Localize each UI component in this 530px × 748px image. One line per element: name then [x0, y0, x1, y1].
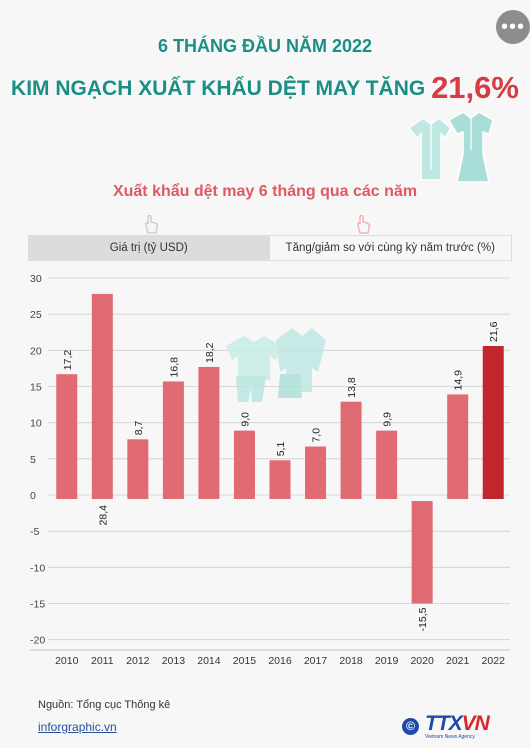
y-tick-label: -15: [30, 599, 45, 611]
x-tick-label: 2022: [482, 655, 506, 667]
bar: [482, 345, 504, 499]
header-title-text: KIM NGẠCH XUẤT KHẨU DỆT MAY TĂNG: [11, 77, 426, 100]
y-tick-label: 30: [30, 273, 42, 285]
tab-growth[interactable]: Tăng/giảm so với cùng kỳ năm trước (%): [269, 235, 512, 261]
data-label: 14,9: [453, 370, 465, 391]
x-tick-label: 2015: [233, 655, 257, 667]
bar: [198, 366, 220, 499]
pointer-hand-icon: [357, 214, 371, 234]
y-tick-label: -5: [30, 526, 39, 538]
y-tick-label: -20: [30, 635, 45, 647]
x-tick-label: 2017: [304, 655, 328, 667]
x-tick-label: 2012: [126, 655, 150, 667]
data-label: 9,0: [239, 412, 251, 427]
y-tick-label: 0: [30, 490, 36, 502]
ttxvn-logo: © TTXVN Vietnam News Agency: [402, 711, 516, 741]
bar: [56, 374, 78, 499]
bar: [269, 460, 291, 499]
bar: [127, 439, 149, 499]
bar: [162, 381, 184, 499]
chart-title: Xuất khẩu dệt may 6 tháng qua các năm: [112, 183, 418, 200]
y-tick-label: 15: [30, 382, 42, 394]
source-note: Nguồn: Tổng cục Thống kê: [38, 699, 171, 711]
header-subtitle: 6 THÁNG ĐẦU NĂM 2022: [157, 36, 373, 56]
y-tick-label: 10: [30, 418, 42, 430]
data-label: 21,6: [488, 321, 500, 342]
x-tick-label: 2013: [162, 655, 186, 667]
x-tick-label: 2019: [375, 655, 399, 667]
bar: [340, 401, 362, 499]
x-tick-label: 2021: [446, 655, 470, 667]
bar-chart: 302520151050-5-10-15-2017,2201028,420118…: [30, 273, 510, 667]
y-tick-label: 25: [30, 309, 42, 321]
data-label: 13,8: [346, 377, 358, 398]
bar: [411, 501, 433, 604]
copyright-icon: ©: [402, 717, 419, 735]
x-tick-label: 2010: [55, 655, 79, 667]
data-label: -15,5: [417, 607, 429, 631]
data-label: 17,2: [62, 350, 74, 371]
y-tick-label: 20: [30, 345, 42, 357]
x-tick-label: 2014: [197, 655, 221, 667]
more-options-icon: •••: [500, 16, 525, 38]
chart-tabs: Giá trị (tỷ USD) Tăng/giảm so với cùng k…: [28, 235, 512, 261]
x-tick-label: 2016: [268, 655, 292, 667]
data-label: 5,1: [275, 442, 287, 457]
more-options-button[interactable]: •••: [496, 10, 530, 44]
header-title: KIM NGẠCH XUẤT KHẨU DỆT MAY TĂNG 21,6%: [0, 70, 530, 106]
pointer-hand-icon: [145, 214, 159, 234]
bar: [91, 293, 113, 499]
source-link[interactable]: inforgraphic.vn: [38, 720, 117, 734]
y-tick-label: 5: [30, 454, 36, 466]
x-tick-label: 2020: [410, 655, 434, 667]
data-label: 7,0: [311, 428, 323, 443]
clothing-illustration-icon: [226, 328, 326, 402]
data-label: 18,2: [204, 342, 216, 363]
data-label: 9,9: [382, 412, 394, 427]
x-tick-label: 2011: [91, 655, 114, 667]
bar: [376, 430, 398, 499]
data-label: 16,8: [168, 357, 180, 378]
data-label: 8,7: [133, 421, 145, 436]
header-title-highlight: 21,6%: [431, 70, 519, 105]
data-label: 28,4: [97, 505, 109, 526]
clothing-icon: [407, 111, 494, 183]
bar: [447, 394, 469, 499]
bar: [305, 446, 327, 499]
y-tick-label: -10: [30, 562, 45, 574]
tab-value[interactable]: Giá trị (tỷ USD): [28, 235, 270, 261]
x-tick-label: 2018: [339, 655, 363, 667]
bar: [233, 430, 255, 499]
